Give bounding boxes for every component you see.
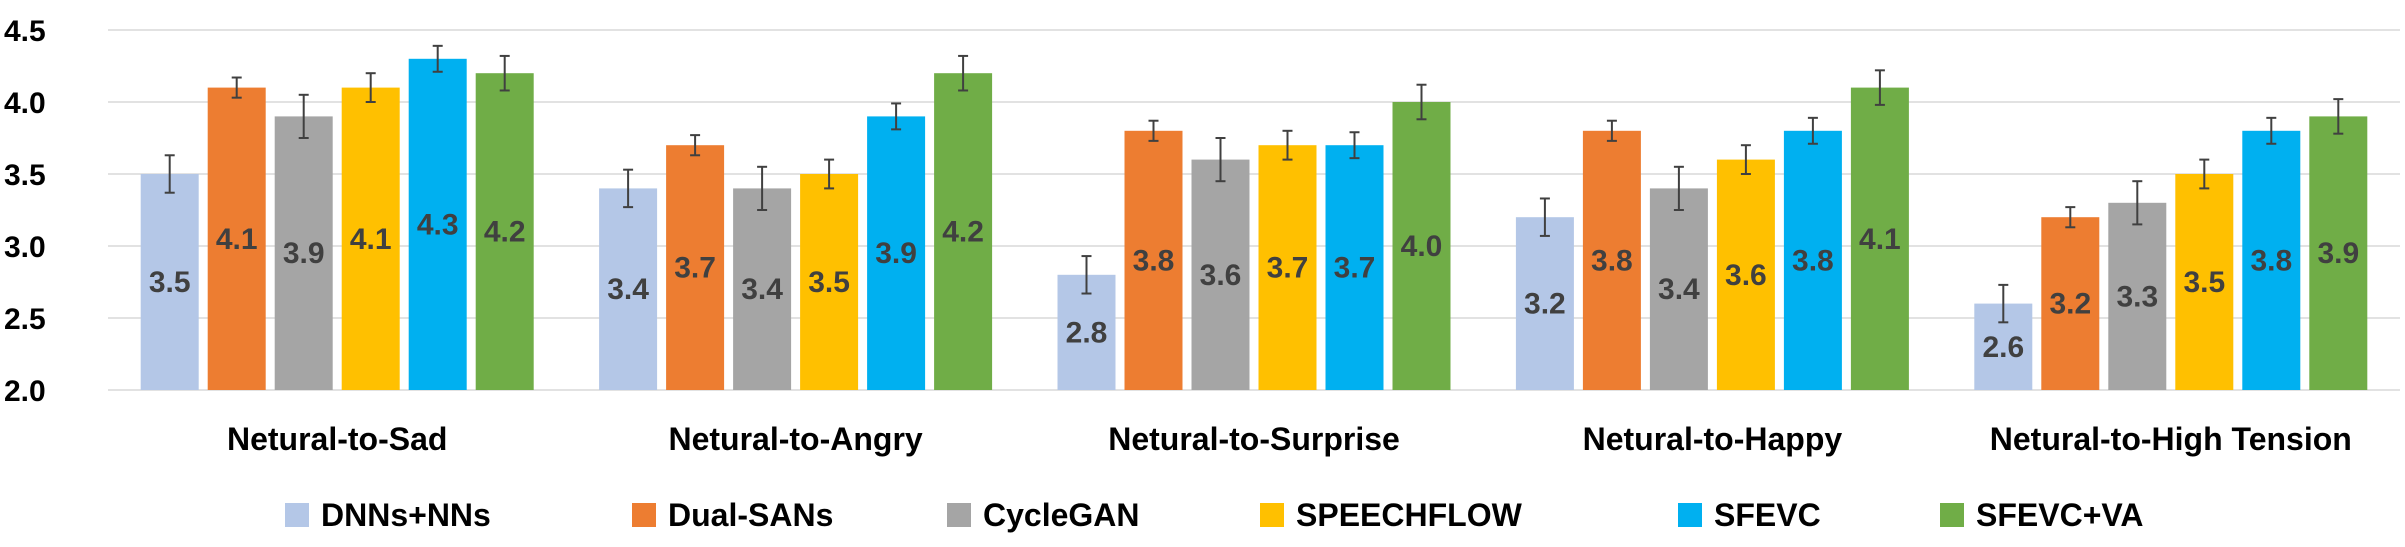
data-label: 3.8 [2250,244,2292,277]
data-label: 4.1 [350,223,392,256]
y-tick-label: 4.5 [4,15,46,48]
bar [2242,130,2301,391]
legend-label: SFEVC+VA [1976,497,2143,533]
x-category-label: Netural-to-Angry [668,421,922,457]
data-label: 3.4 [607,273,649,306]
data-label: 3.5 [808,266,850,299]
error-bars [164,44,2344,324]
bar [1258,145,1317,390]
bar [1649,188,1708,390]
bar [1783,130,1842,391]
data-labels: 3.5 4.1 3.9 4.1 4.3 4.2 3.4 3.7 3.4 3.5 3.9 4.2 2.8 3… [149,208,2359,363]
data-label: 4.3 [417,208,459,241]
legend-label: SFEVC [1714,497,1821,533]
data-label: 3.7 [1267,252,1309,285]
data-label: 2.8 [1066,316,1108,349]
bar [1124,130,1183,391]
data-label: 3.8 [1133,244,1175,277]
y-axis-ticks: 2.0 2.5 3.0 3.5 4.0 4.5 [4,15,46,408]
data-label: 4.2 [484,216,526,249]
x-axis-categories: Netural-to-Sad Netural-to-Angry Netural-to… [227,421,2352,457]
y-tick-label: 3.5 [4,159,46,192]
y-tick-label: 3.0 [4,231,46,264]
bar [1716,159,1775,390]
bar [599,188,658,390]
bar [341,87,400,390]
legend-swatch [947,503,971,527]
legend-swatch [632,503,656,527]
bar [2108,202,2167,390]
legend-label: CycleGAN [983,497,1140,533]
data-label: 3.7 [1334,252,1376,285]
bar [408,58,467,391]
data-label: 4.2 [942,216,984,249]
legend-label: Dual-SANs [668,497,833,533]
data-label: 3.3 [2116,280,2158,313]
bar [1850,87,1909,390]
x-category-label: Netural-to-Sad [227,421,447,457]
data-label: 3.9 [283,237,325,270]
bar [934,73,993,390]
x-category-label: Netural-to-Happy [1583,421,1843,457]
y-tick-label: 2.0 [4,375,46,408]
y-tick-label: 4.0 [4,87,46,120]
bar [140,174,199,390]
bars [140,58,2368,391]
x-category-label: Netural-to-Surprise [1108,421,1400,457]
bar [1191,159,1250,390]
y-tick-label: 2.5 [4,303,46,336]
bar [1582,130,1641,391]
legend-swatch [285,503,309,527]
data-label: 3.8 [1792,244,1834,277]
x-category-label: Netural-to-High Tension [1990,421,2352,457]
bar [2041,217,2100,390]
data-label: 3.9 [875,237,917,270]
bar [1392,102,1451,390]
data-label: 3.7 [674,252,716,285]
data-label: 3.6 [1725,259,1767,292]
data-label: 4.1 [1859,223,1901,256]
legend: DNNs+NNs Dual-SANs CycleGAN SPEECHFLOW SFEVC… [285,497,2143,533]
data-label: 3.2 [2049,288,2091,321]
bar [733,188,792,390]
data-label: 3.6 [1200,259,1242,292]
data-label: 3.4 [741,273,783,306]
legend-label: DNNs+NNs [321,497,491,533]
data-label: 3.2 [1524,288,1566,321]
bar [666,145,725,390]
bar [1515,217,1574,390]
legend-swatch [1260,503,1284,527]
data-label: 3.9 [2317,237,2359,270]
bar [475,73,534,390]
data-label: 4.0 [1401,230,1443,263]
bar [207,87,266,390]
legend-swatch [1940,503,1964,527]
bar [2175,174,2234,390]
data-label: 3.5 [149,266,191,299]
bar [274,116,333,391]
bar [867,116,926,391]
legend-swatch [1678,503,1702,527]
bar [1325,145,1384,390]
data-label: 2.6 [1982,331,2024,364]
data-label: 4.1 [216,223,258,256]
legend-label: SPEECHFLOW [1296,497,1523,533]
data-label: 3.5 [2183,266,2225,299]
data-label: 3.8 [1591,244,1633,277]
bar [2309,116,2368,391]
data-label: 3.4 [1658,273,1700,306]
bar [800,174,859,390]
